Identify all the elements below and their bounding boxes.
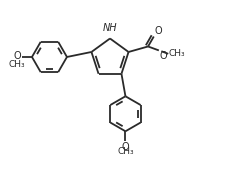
Text: NH: NH [103,23,117,33]
Text: CH₃: CH₃ [117,147,134,156]
Text: O: O [155,25,162,35]
Text: CH₃: CH₃ [8,60,25,69]
Text: O: O [122,142,129,152]
Text: O: O [14,52,21,62]
Text: O: O [159,51,167,61]
Text: CH₃: CH₃ [169,49,185,58]
